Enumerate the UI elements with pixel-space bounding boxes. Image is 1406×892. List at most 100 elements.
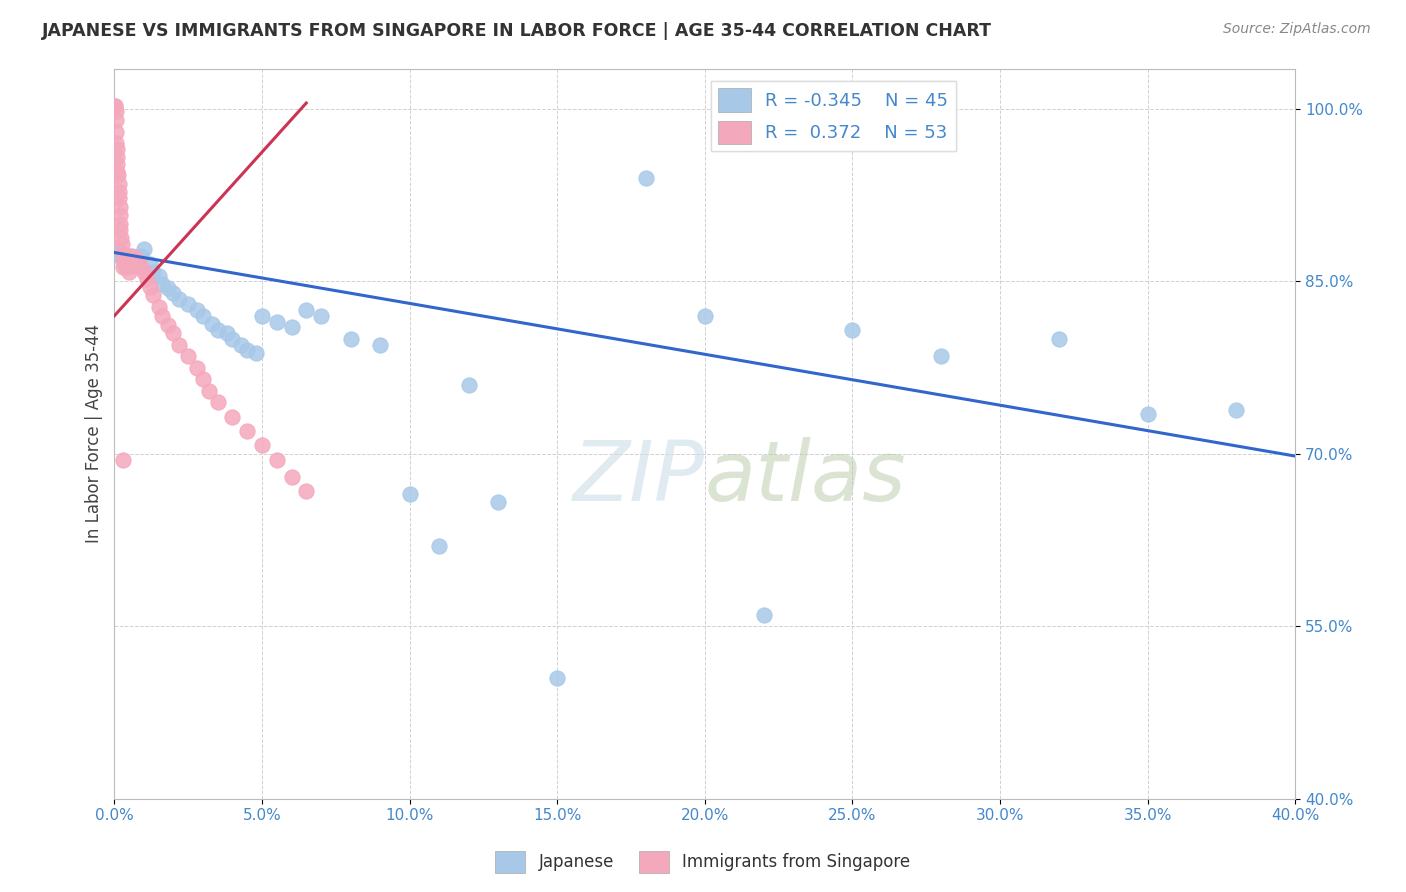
- Point: [198, 384, 221, 398]
- Point: [105, 142, 128, 156]
- Point: [121, 249, 143, 263]
- Point: [115, 252, 138, 266]
- Point: [169, 292, 191, 306]
- Point: [221, 409, 243, 424]
- Point: [309, 309, 332, 323]
- Point: [139, 280, 162, 294]
- Y-axis label: In Labor Force | Age 35-44: In Labor Force | Age 35-44: [86, 324, 103, 543]
- Point: [236, 343, 259, 358]
- Point: [266, 452, 288, 467]
- Point: [127, 253, 149, 268]
- Point: [104, 104, 127, 119]
- Point: [634, 170, 657, 185]
- Point: [148, 300, 170, 314]
- Point: [215, 326, 238, 340]
- Point: [112, 452, 135, 467]
- Text: ZIP: ZIP: [572, 437, 704, 518]
- Point: [295, 483, 318, 498]
- Point: [295, 303, 318, 318]
- Point: [105, 165, 128, 179]
- Point: [115, 260, 138, 275]
- Point: [107, 177, 129, 191]
- Point: [162, 285, 184, 300]
- Point: [124, 252, 146, 266]
- Text: atlas: atlas: [704, 437, 907, 518]
- Legend: R = -0.345    N = 45, R =  0.372    N = 53: R = -0.345 N = 45, R = 0.372 N = 53: [711, 81, 956, 151]
- Legend: Japanese, Immigrants from Singapore: Japanese, Immigrants from Singapore: [489, 845, 917, 880]
- Point: [201, 317, 224, 331]
- Point: [1136, 407, 1159, 421]
- Point: [129, 260, 152, 275]
- Point: [457, 377, 479, 392]
- Point: [250, 437, 273, 451]
- Point: [110, 208, 132, 222]
- Point: [148, 268, 170, 283]
- Point: [118, 249, 141, 263]
- Point: [132, 265, 155, 279]
- Point: [368, 337, 391, 351]
- Point: [129, 249, 152, 263]
- Point: [186, 360, 208, 375]
- Text: Source: ZipAtlas.com: Source: ZipAtlas.com: [1223, 22, 1371, 37]
- Point: [108, 185, 131, 199]
- Point: [105, 242, 128, 256]
- Point: [142, 288, 165, 302]
- Point: [132, 242, 155, 256]
- Point: [110, 249, 132, 263]
- Point: [546, 671, 568, 685]
- Point: [104, 99, 127, 113]
- Point: [929, 349, 952, 363]
- Point: [398, 487, 420, 501]
- Point: [156, 281, 179, 295]
- Point: [127, 253, 149, 268]
- Point: [105, 150, 128, 164]
- Point: [105, 157, 128, 171]
- Point: [191, 309, 214, 323]
- Point: [427, 539, 450, 553]
- Point: [1225, 403, 1247, 417]
- Point: [221, 332, 243, 346]
- Point: [111, 237, 134, 252]
- Point: [135, 272, 157, 286]
- Point: [121, 260, 143, 274]
- Point: [177, 349, 200, 363]
- Point: [110, 217, 132, 231]
- Point: [104, 113, 127, 128]
- Point: [162, 326, 184, 340]
- Point: [150, 277, 173, 291]
- Point: [110, 222, 132, 236]
- Point: [236, 424, 259, 438]
- Point: [693, 309, 716, 323]
- Point: [124, 252, 146, 266]
- Point: [105, 136, 128, 151]
- Point: [1047, 332, 1070, 346]
- Point: [486, 495, 509, 509]
- Point: [752, 607, 775, 622]
- Point: [266, 314, 288, 328]
- Point: [112, 252, 135, 266]
- Point: [112, 260, 135, 275]
- Point: [339, 332, 361, 346]
- Point: [245, 345, 267, 359]
- Point: [231, 337, 253, 351]
- Point: [191, 372, 214, 386]
- Point: [118, 265, 141, 279]
- Point: [118, 253, 141, 268]
- Point: [110, 230, 132, 244]
- Point: [841, 322, 863, 336]
- Point: [108, 191, 131, 205]
- Point: [105, 125, 128, 139]
- Point: [207, 395, 229, 409]
- Text: JAPANESE VS IMMIGRANTS FROM SINGAPORE IN LABOR FORCE | AGE 35-44 CORRELATION CHA: JAPANESE VS IMMIGRANTS FROM SINGAPORE IN…: [42, 22, 993, 40]
- Point: [139, 257, 162, 271]
- Point: [169, 337, 191, 351]
- Point: [156, 318, 179, 332]
- Point: [250, 309, 273, 323]
- Point: [280, 320, 302, 334]
- Point: [142, 265, 165, 279]
- Point: [104, 99, 127, 113]
- Point: [150, 309, 173, 323]
- Point: [108, 200, 131, 214]
- Point: [112, 253, 135, 268]
- Point: [280, 469, 302, 483]
